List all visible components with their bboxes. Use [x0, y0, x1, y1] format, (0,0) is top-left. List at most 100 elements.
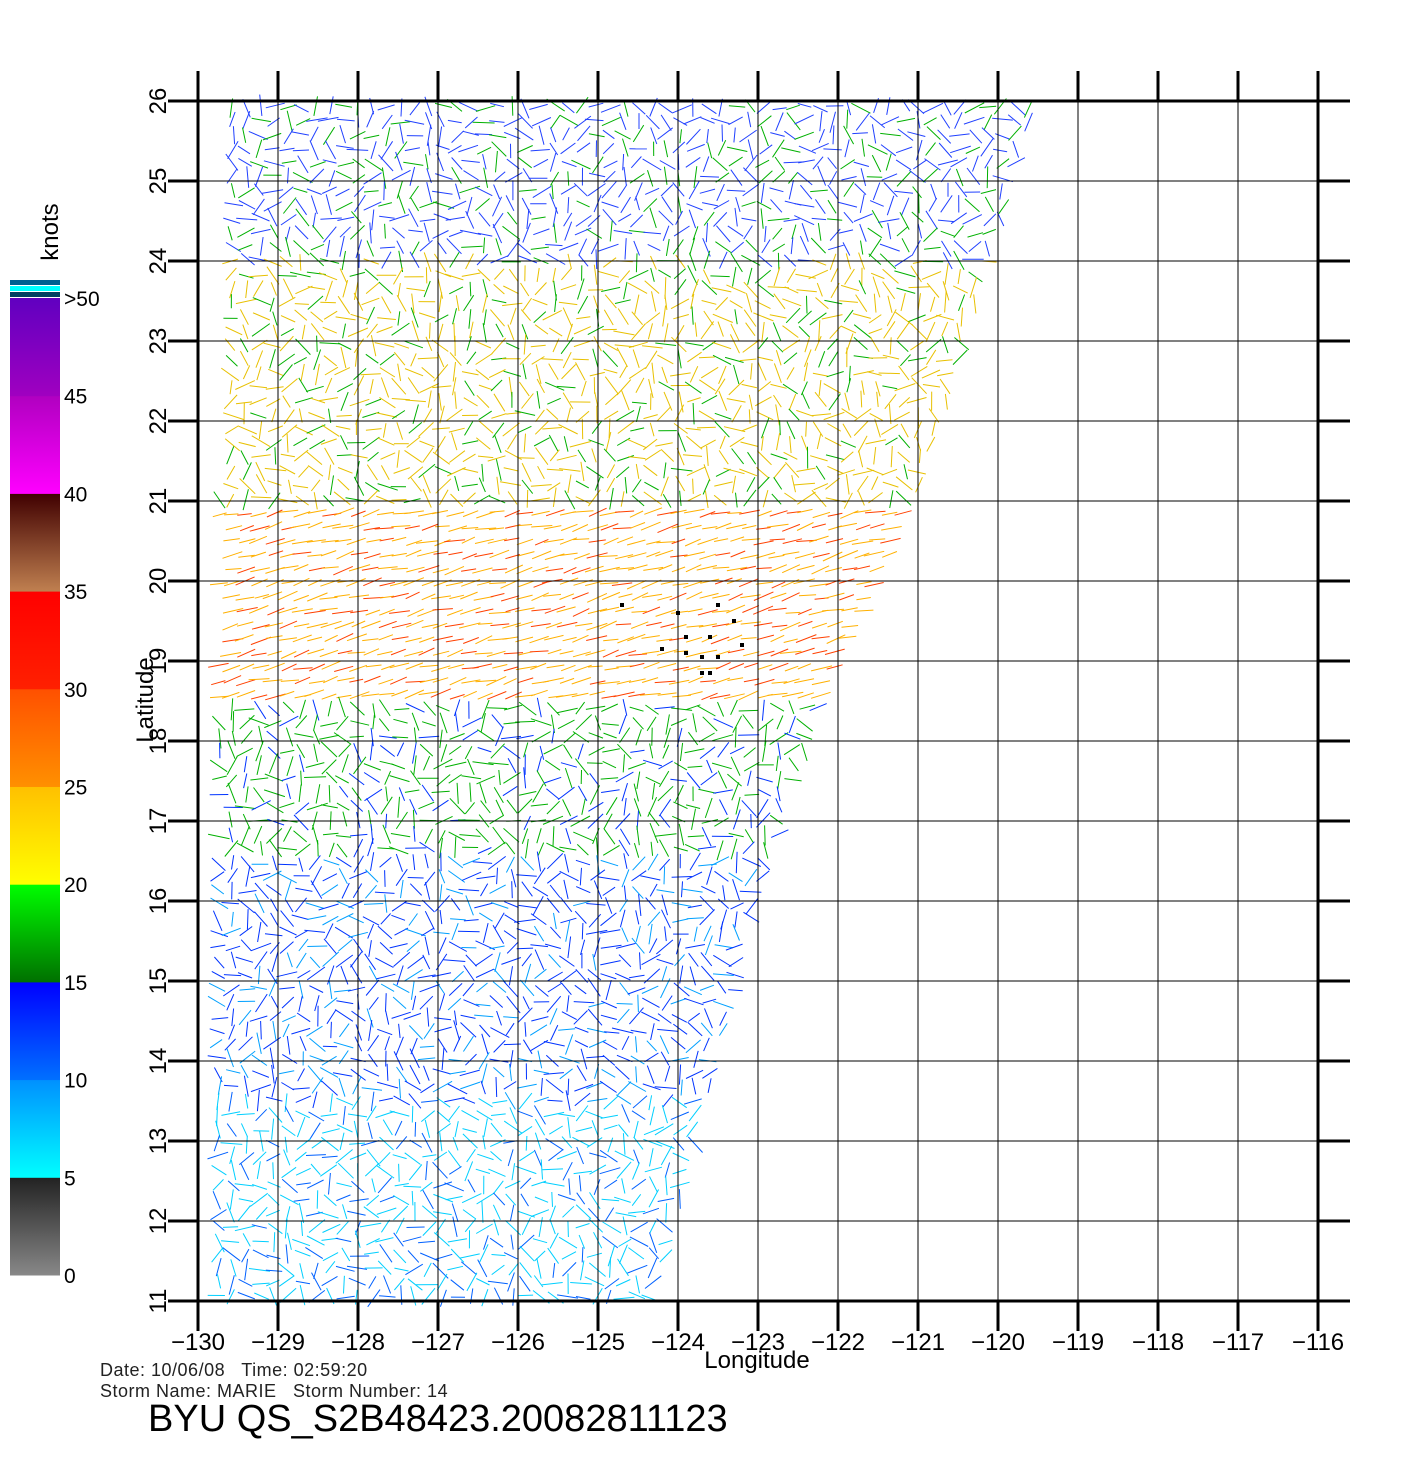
wind-vector — [743, 651, 760, 657]
wind-vector — [339, 268, 348, 284]
wind-vector — [926, 349, 937, 365]
wind-vector — [278, 606, 298, 614]
wind-vector — [449, 797, 466, 815]
wind-vector — [286, 783, 291, 800]
wind-vector — [449, 676, 467, 686]
wind-vector — [447, 609, 464, 616]
wind-vector — [417, 357, 438, 360]
wind-vector — [602, 257, 617, 268]
wind-vector — [308, 1111, 325, 1122]
wind-vector — [670, 1111, 689, 1121]
wind-vector — [271, 950, 279, 972]
wind-vector — [481, 1063, 488, 1084]
wind-vector — [698, 356, 715, 359]
wind-vector — [458, 144, 479, 153]
wind-vector — [517, 425, 532, 434]
wind-vector — [529, 650, 549, 653]
wind-vector — [422, 447, 434, 463]
wind-vector — [281, 1125, 296, 1137]
wind-vector — [337, 478, 350, 491]
wind-vector — [216, 1105, 218, 1127]
wind-vector — [516, 874, 537, 877]
wind-vector — [534, 282, 547, 296]
wind-vector — [374, 891, 395, 894]
wind-vector — [337, 1162, 354, 1179]
wind-vector — [300, 1220, 303, 1236]
wind-vector — [236, 690, 256, 698]
wind-vector — [492, 826, 506, 845]
wind-vector — [647, 243, 661, 252]
colorbar-label: 25 — [64, 777, 87, 800]
wind-vector — [251, 339, 268, 351]
wind-vector — [588, 102, 604, 108]
wind-vector — [574, 1040, 589, 1048]
wind-vector — [715, 297, 729, 311]
wind-vector — [493, 786, 504, 803]
wind-vector — [328, 842, 335, 858]
wind-vector — [790, 237, 794, 255]
x-tick-label: −129 — [251, 1329, 305, 1356]
wind-vector — [328, 170, 336, 187]
wind-vector — [730, 699, 738, 716]
wind-vector — [1008, 125, 1022, 141]
wind-vector — [844, 392, 850, 411]
wind-vector — [523, 433, 526, 453]
wind-vector — [552, 338, 560, 353]
wind-vector — [726, 971, 744, 979]
wind-vector — [468, 309, 472, 329]
wind-vector — [279, 465, 296, 475]
wind-vector — [567, 474, 572, 493]
wind-vector — [683, 116, 702, 125]
wind-vector — [853, 408, 872, 422]
wind-vector — [840, 284, 860, 292]
wind-vector — [462, 730, 479, 741]
wind-vector — [495, 459, 502, 481]
wind-vector — [777, 771, 782, 790]
wind-vector — [350, 313, 368, 320]
wind-vector — [481, 463, 484, 482]
wind-vector — [656, 889, 675, 894]
x-tick-label: −127 — [411, 1329, 465, 1356]
wind-vector — [334, 665, 354, 672]
wind-vector — [329, 96, 334, 115]
colorbar-segment — [10, 591, 60, 690]
wind-vector — [747, 139, 754, 160]
wind-vector — [859, 223, 867, 242]
wind-vector — [279, 147, 295, 152]
wind-vector — [699, 553, 717, 560]
wind-vector — [335, 170, 352, 180]
wind-vector — [492, 1204, 501, 1221]
wind-vector — [366, 306, 375, 325]
wind-vector — [542, 815, 564, 825]
wind-vector — [310, 311, 324, 323]
wind-vector — [629, 1236, 649, 1247]
wind-vector — [533, 437, 550, 447]
wind-vector — [353, 186, 365, 198]
wind-vector — [436, 1273, 448, 1291]
wind-vector — [321, 186, 337, 194]
wind-vector — [223, 483, 239, 490]
wind-vector — [506, 799, 518, 814]
wind-vector — [657, 1013, 672, 1024]
wind-vector — [773, 394, 782, 408]
wind-vector — [628, 1210, 646, 1214]
wind-vector — [480, 712, 486, 732]
wind-vector — [462, 440, 479, 445]
wind-vector — [837, 469, 856, 476]
wind-vector — [546, 872, 561, 884]
wind-vector — [396, 180, 403, 199]
wind-vector — [712, 341, 732, 350]
wind-vector — [287, 1232, 292, 1250]
wind-vector — [223, 675, 242, 684]
wind-vector — [419, 440, 435, 448]
wind-vector — [762, 489, 769, 508]
wind-vector — [864, 582, 884, 588]
wind-vector — [393, 951, 411, 967]
wind-vector — [378, 678, 394, 685]
wind-vector — [615, 623, 632, 626]
wind-vector — [633, 783, 639, 802]
wind-vector — [248, 274, 268, 278]
wind-vector — [455, 183, 461, 200]
wind-vector — [719, 1011, 727, 1026]
wind-vector — [342, 279, 349, 298]
